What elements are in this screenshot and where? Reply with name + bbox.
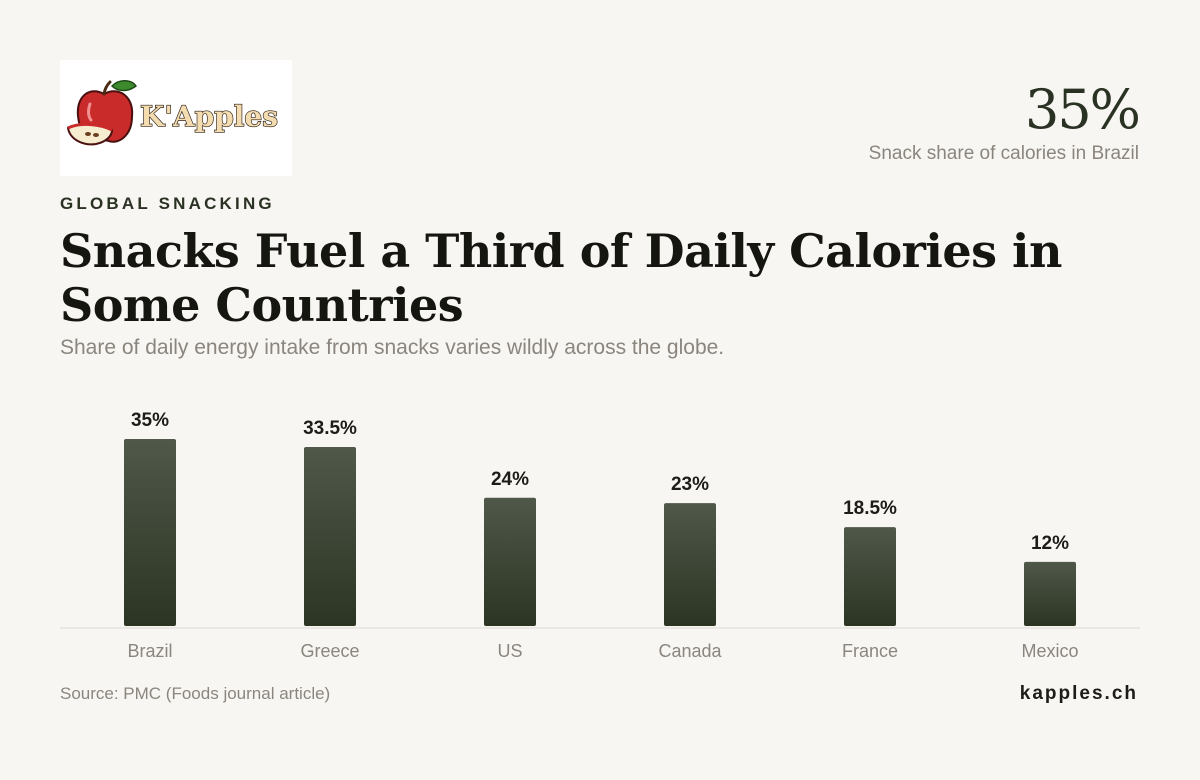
category-label-france: France — [842, 641, 898, 661]
source-note: Source: PMC (Foods journal article) — [60, 684, 331, 703]
category-label-us: US — [497, 641, 522, 661]
category-label-canada: Canada — [658, 641, 722, 661]
bar-mexico — [1024, 561, 1076, 626]
highlight-label: Snack share of calories in Brazil — [868, 143, 1139, 164]
page-title: Snacks Fuel a Third of Daily Calories in… — [60, 224, 1062, 332]
bar-canada — [664, 503, 716, 626]
value-label-greece: 33.5% — [303, 418, 357, 439]
apple-logo-icon: K'Apples — [66, 80, 279, 146]
bars-layer — [124, 439, 1076, 626]
value-label-brazil: 35% — [131, 410, 169, 431]
kicker: GLOBAL SNACKING — [60, 194, 275, 213]
brand-link[interactable]: kapples.ch — [1019, 683, 1138, 704]
bar-france — [844, 527, 896, 626]
page-subtitle: Share of daily energy intake from snacks… — [60, 336, 725, 359]
logo-wordmark: K'Apples — [140, 100, 278, 133]
highlight-value: 35% — [1024, 78, 1141, 141]
category-label-greece: Greece — [300, 641, 359, 661]
bar-brazil — [124, 439, 176, 626]
category-label-brazil: Brazil — [127, 641, 172, 661]
value-label-canada: 23% — [671, 474, 709, 495]
logo: K'Apples — [60, 60, 292, 176]
labels-layer: 35% Brazil 33.5% Greece 24% US 23% Canada 18.5% F… — [127, 410, 1078, 661]
category-label-mexico: Mexico — [1021, 641, 1078, 661]
value-label-france: 18.5% — [843, 498, 897, 519]
value-label-mexico: 12% — [1031, 533, 1069, 554]
bar-greece — [304, 447, 356, 626]
highlight-stat: 35% Snack share of calories in Brazil — [868, 78, 1141, 166]
value-label-us: 24% — [491, 469, 529, 490]
bar-us — [484, 497, 536, 626]
